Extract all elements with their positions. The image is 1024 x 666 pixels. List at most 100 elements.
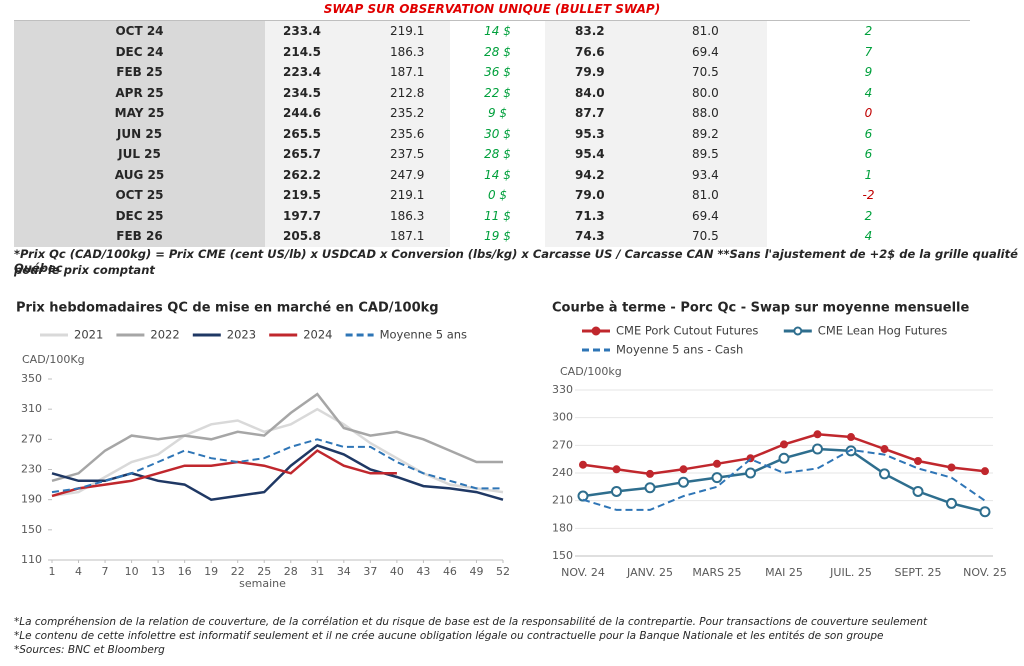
y-tick-label: 190 [21,493,42,506]
x-tick-label: JANV. 25 [626,566,673,579]
x-tick-label: 49 [469,565,483,578]
table-cell: 9 $ [450,103,545,124]
y-tick-label: 310 [21,402,42,415]
point-marker [880,445,889,454]
x-tick-label: 10 [125,565,139,578]
y-axis-label: CAD/100kg [560,365,622,378]
legend-marker [591,326,601,336]
x-tick-label: 43 [416,565,430,578]
table-cell: 237.5 [362,144,450,165]
table-cell: 4 [767,82,970,103]
point-marker [778,452,790,464]
x-tick-label: 16 [178,565,192,578]
y-tick-label: 350 [21,372,42,385]
x-tick-label: 4 [75,565,82,578]
table-cell: 79.0 [545,185,642,206]
table-cell: 0 $ [450,185,545,206]
series-line [582,448,986,511]
point-marker [745,467,756,479]
point-marker [679,465,688,474]
table-note: pour le prix comptant [14,263,155,277]
table-note: *Prix Qc (CAD/100kg) = Prix CME (cent US… [14,247,1018,275]
table-cell: 214.5 [265,41,362,62]
table-cell: 9 [767,62,970,83]
table-cell: 76.6 [545,41,642,62]
table-cell: 234.5 [265,82,362,103]
table-cell: 70.5 [642,226,767,247]
table-row: DEC 24 214.5 186.3 28 $76.6 69.4 7 [14,41,970,62]
table-cell: 265.7 [265,144,362,165]
table-cell: 219.1 [362,185,450,206]
table-row: AUG 25 262.2 247.9 14 $94.2 93.4 1 [14,164,970,185]
footnote: *Sources: BNC et Bloomberg [14,644,165,656]
table-cell: 28 $ [450,41,545,62]
charts: Prix hebdomadaires QC de mise en marché … [16,301,1007,591]
table-row: DEC 25 197.7 186.3 11 $71.3 69.4 2 [14,205,970,226]
y-tick-label: 300 [552,411,573,424]
table-cell: JUL 25 [14,144,265,165]
x-tick-label: 22 [231,565,245,578]
table-cell: 14 $ [450,21,545,42]
table-cell: 89.2 [642,123,767,144]
legend-label: CME Lean Hog Futures [818,324,947,338]
table-cell: 11 $ [450,205,545,226]
legend-label: 2023 [227,328,256,342]
point-marker [611,485,622,497]
x-tick-label: NOV. 24 [561,566,605,579]
table-cell: 14 $ [450,164,545,185]
point-marker [979,506,991,518]
table-cell: 71.3 [545,205,642,226]
table-cell: 88.0 [642,103,767,124]
y-tick-label: 210 [552,494,573,507]
table-cell: 36 $ [450,62,545,83]
legend-label: CME Pork Cutout Futures [616,324,758,338]
table-cell: 28 $ [450,144,545,165]
table-cell: MAY 25 [14,103,265,124]
table-cell: 6 [767,123,970,144]
point-marker [577,490,589,502]
table-cell: 235.2 [362,103,450,124]
table-row: MAY 25 244.6 235.2 9 $87.7 88.0 0 [14,103,970,124]
point-marker [780,440,788,449]
table-cell: DEC 25 [14,205,265,226]
y-tick-label: 180 [552,521,573,534]
table-cell: 83.2 [545,21,642,42]
y-tick-label: 270 [552,438,573,451]
point-marker [812,443,823,455]
table-cell: FEB 26 [14,226,265,247]
table-cell: 2 [767,21,970,42]
table-cell: 6 [767,144,970,165]
table-cell: 2 [767,205,970,226]
y-tick-label: 330 [552,383,573,396]
x-tick-label: MARS 25 [692,566,741,579]
point-marker [947,463,956,472]
table-cell: 197.7 [265,205,362,226]
table-cell: APR 25 [14,82,265,103]
table-cell: 186.3 [362,205,450,226]
y-tick-label: 150 [21,523,42,536]
footnote: *La compréhension de la relation de couv… [14,616,928,628]
table-cell: 81.0 [642,185,767,206]
table-cell: OCT 24 [14,21,265,42]
table-cell: 244.6 [265,103,362,124]
point-marker [847,433,855,442]
table-cell: 223.4 [265,62,362,83]
x-tick-label: 46 [443,565,457,578]
table-cell: 95.4 [545,144,642,165]
series-line [51,407,504,498]
table-cell: 70.5 [642,62,767,83]
point-marker [813,430,822,439]
table-cell: 22 $ [450,82,545,103]
table-row: FEB 25 223.4 187.1 36 $79.9 70.5 9 [14,62,970,83]
x-tick-label: 52 [496,565,510,578]
table-cell: 219.5 [265,185,362,206]
series-line [51,438,503,494]
table-cell: 4 [767,226,970,247]
table-cell: 0 [767,103,970,124]
x-tick-label: SEPT. 25 [895,566,942,579]
point-marker [946,497,957,509]
point-marker [646,469,654,478]
table-cell: 262.2 [265,164,362,185]
table-cell: OCT 25 [14,185,265,206]
